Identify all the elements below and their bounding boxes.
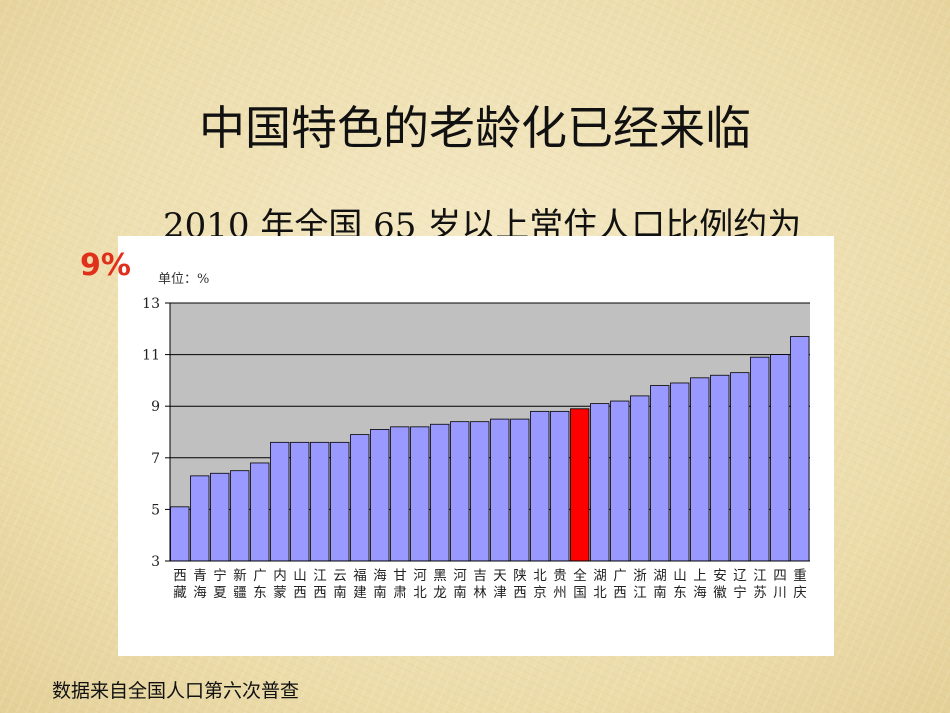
- bar-吉林: [470, 421, 490, 562]
- x-tick-label: 江苏: [753, 568, 767, 601]
- bar-全国: [570, 408, 590, 562]
- bar-上海: [690, 377, 710, 562]
- bar-河北: [410, 426, 430, 562]
- bar-江苏: [750, 356, 770, 562]
- chart-panel: 单位：% 3 5 7 9 11 13 西藏 青海 宁夏 新疆 广东 内蒙 山西 江西 云南 福建 海南 甘肃 河北…: [118, 236, 834, 656]
- bar-chart: 单位：% 3 5 7 9 11 13 西藏青海宁夏新疆广东内蒙山西江西云南福建海南甘肃河北…: [142, 272, 810, 601]
- bar-河南: [450, 421, 470, 562]
- x-tick-label: 安徽: [713, 568, 727, 601]
- axes: 3 5 7 9 11 13: [142, 296, 810, 570]
- bar-山西: [290, 441, 310, 562]
- x-tick-label: 贵州: [553, 568, 567, 601]
- bar-湖北: [590, 403, 610, 562]
- bar-辽宁: [730, 372, 750, 562]
- x-tick-label: 重庆: [793, 568, 807, 601]
- x-tick-label: 云南: [333, 568, 347, 601]
- x-tick-label: 宁夏: [213, 567, 227, 601]
- bar-重庆: [790, 336, 810, 562]
- bar-陕西: [510, 418, 530, 562]
- y-tick-label: 9: [151, 399, 160, 415]
- bar-青海: [190, 475, 210, 562]
- x-tick-label: 辽宁: [733, 568, 747, 601]
- x-tick-label: 江西: [313, 568, 327, 601]
- bar-福建: [350, 434, 370, 562]
- x-tick-label: 黑龙: [433, 568, 447, 601]
- x-tick-label: 上海: [693, 568, 707, 601]
- y-tick-label: 13: [142, 296, 160, 312]
- bar-北京: [530, 410, 550, 562]
- bar-海南: [370, 429, 390, 562]
- x-tick-label: 海南: [373, 568, 387, 601]
- x-tick-label: 湖北: [593, 568, 607, 601]
- y-tick-label: 3: [151, 554, 160, 570]
- bar-江西: [310, 441, 330, 562]
- y-tick-label: 11: [142, 348, 160, 364]
- bar-黑龙: [430, 423, 450, 562]
- bar-新疆: [230, 470, 250, 562]
- x-tick-label: 内蒙: [273, 568, 287, 601]
- x-tick-label: 河南: [453, 568, 467, 601]
- bar-贵州: [550, 410, 570, 562]
- bar-山东: [670, 382, 690, 562]
- source-note: 数据来自全国人口第六次普查: [52, 680, 300, 702]
- y-tick-label: 7: [151, 451, 160, 467]
- x-tick-label: 新疆: [233, 568, 247, 601]
- bar-西藏: [170, 506, 190, 562]
- bar-内蒙: [270, 441, 290, 562]
- category-labels: 西藏青海宁夏新疆广东内蒙山西江西云南福建海南甘肃河北黑龙河南吉林天津陕西北京贵州…: [173, 567, 807, 601]
- x-tick-label: 湖南: [653, 568, 667, 601]
- bar-云南: [330, 441, 350, 562]
- bar-宁夏: [210, 472, 230, 562]
- bar-湖南: [650, 385, 670, 562]
- x-tick-label: 河北: [413, 568, 427, 601]
- x-tick-label: 青海: [193, 568, 207, 601]
- x-tick-label: 四川: [773, 568, 787, 601]
- slide-title: 中国特色的老龄化已经来临: [199, 101, 751, 155]
- bar-广东: [250, 462, 270, 562]
- bar-甘肃: [390, 426, 410, 562]
- unit-label: 单位：%: [158, 272, 209, 287]
- bar-四川: [770, 354, 790, 562]
- bar-广西: [610, 400, 630, 562]
- y-tick-label: 5: [151, 502, 160, 518]
- bar-安徽: [710, 374, 730, 562]
- bar-浙江: [630, 395, 650, 562]
- x-tick-label: 西藏: [173, 568, 187, 601]
- x-tick-label: 甘肃: [393, 568, 407, 601]
- x-tick-label: 广西: [613, 568, 627, 601]
- x-tick-label: 山西: [293, 568, 307, 601]
- x-tick-label: 吉林: [473, 568, 487, 601]
- x-tick-label: 广东: [253, 568, 267, 601]
- x-tick-label: 浙江: [633, 568, 647, 601]
- x-tick-label: 全国: [573, 567, 587, 601]
- bars: [170, 336, 810, 562]
- x-tick-label: 天津: [493, 568, 507, 601]
- x-tick-label: 福建: [353, 568, 367, 601]
- x-tick-label: 陕西: [513, 568, 527, 601]
- x-tick-label: 北京: [533, 568, 547, 601]
- x-tick-label: 山东: [673, 568, 687, 601]
- bar-天津: [490, 418, 510, 562]
- highlight-value: 9%: [80, 248, 131, 283]
